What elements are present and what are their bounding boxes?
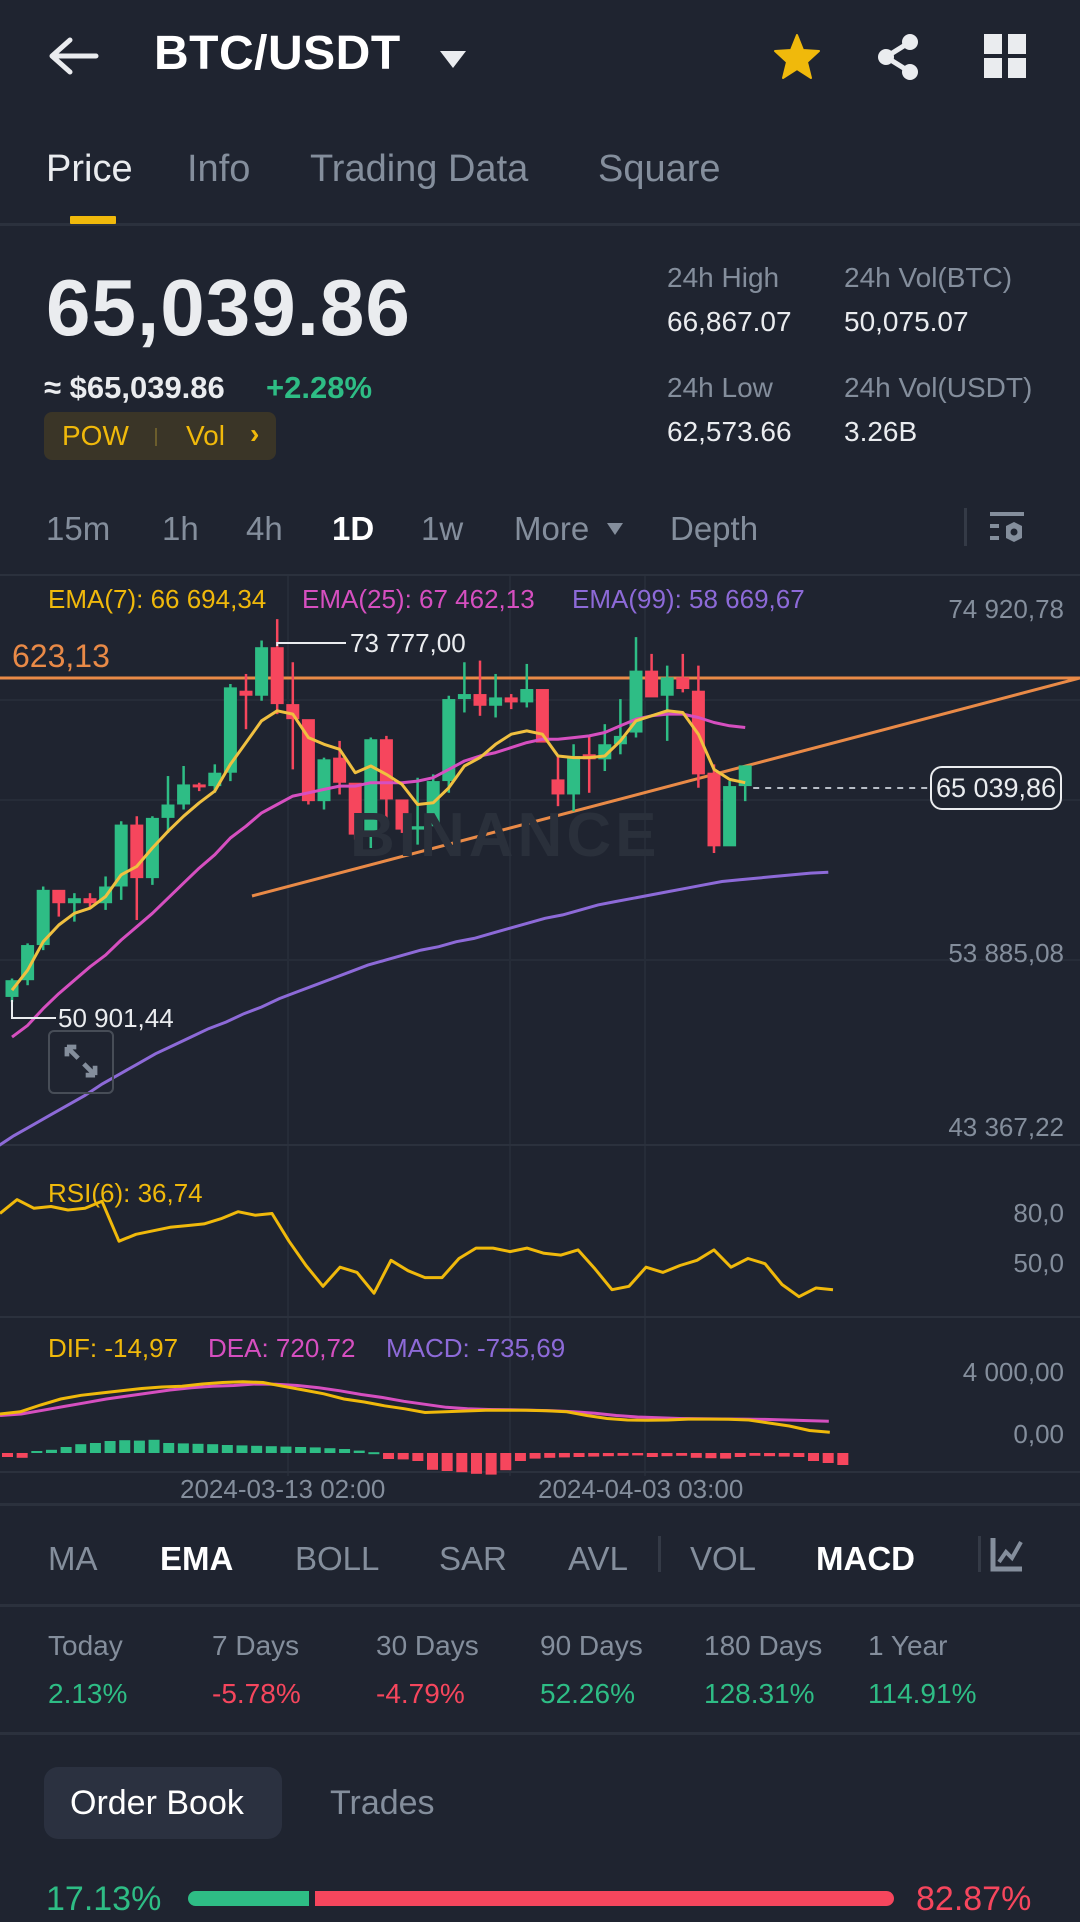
tab-square[interactable]: Square (598, 148, 721, 190)
indicator-ma[interactable]: MA (48, 1540, 98, 1577)
page-tabs: Price Info Trading Data Square (0, 140, 1080, 226)
stat-24h-vol-btc-value: 50,075.07 (844, 306, 969, 337)
perf-label-1y: 1 Year (868, 1630, 948, 1661)
stat-24h-low-label: 24h Low (667, 372, 773, 403)
dropdown-caret-icon[interactable] (438, 48, 468, 70)
divider (964, 508, 967, 546)
tag-pow[interactable]: POW (62, 420, 129, 451)
interval-depth[interactable]: Depth (670, 510, 759, 547)
tag-separator (155, 428, 157, 446)
stat-24h-high-value: 66,867.07 (667, 306, 792, 337)
stat-24h-vol-btc-label: 24h Vol(BTC) (844, 262, 1013, 293)
indicator-boll[interactable]: BOLL (295, 1540, 380, 1577)
price-change-percent: +2.28% (266, 370, 373, 405)
chart-settings-icon[interactable] (986, 510, 1026, 548)
order-book-tab-background (44, 1767, 282, 1839)
perf-label-7d: 7 Days (212, 1630, 300, 1661)
tab-info[interactable]: Info (187, 148, 251, 190)
tab-trades[interactable]: Trades (330, 1784, 435, 1822)
last-price: 65,039.86 (46, 263, 411, 352)
macd-value-legend: MACD: -735,69 (386, 1333, 566, 1363)
binance-watermark: BINANCE (350, 801, 661, 870)
tag-chip[interactable] (44, 412, 276, 460)
perf-value-180d: 128.31% (704, 1678, 815, 1709)
perf-value-1y: 114.91% (868, 1678, 977, 1709)
macd-dea-legend: DEA: 720,72 (208, 1333, 356, 1363)
interval-more[interactable]: More (514, 510, 590, 547)
back-arrow-icon[interactable] (48, 36, 100, 76)
ema25-legend: EMA(25): 67 462,13 (302, 584, 535, 614)
divider (0, 1732, 1080, 1735)
sell-ratio-bar (315, 1891, 894, 1906)
interval-1w[interactable]: 1w (421, 510, 464, 547)
y-axis-label-top: 74 920,78 (948, 594, 1064, 624)
sell-ratio-percent: 82.87% (916, 1880, 1032, 1918)
tag-vol[interactable]: Vol (186, 420, 225, 451)
divider (978, 1536, 981, 1572)
candlestick-chart[interactable] (0, 576, 1080, 1504)
indicator-settings-icon[interactable] (990, 1536, 1024, 1572)
fiat-price: ≈ $65,039.86 (44, 370, 225, 405)
buy-ratio-bar (188, 1891, 309, 1906)
indicator-macd[interactable]: MACD (816, 1540, 915, 1577)
rsi-axis-80: 80,0 (1013, 1198, 1064, 1228)
divider (0, 1604, 1080, 1607)
share-icon[interactable] (876, 32, 922, 82)
interval-1d[interactable]: 1D (332, 510, 375, 547)
y-axis-label-mid: 53 885,08 (948, 938, 1064, 968)
rsi-axis-50: 50,0 (1013, 1248, 1064, 1278)
rsi-legend: RSI(6): 36,74 (48, 1178, 203, 1208)
perf-label-30d: 30 Days (376, 1630, 479, 1661)
tab-order-book[interactable]: Order Book (70, 1784, 244, 1822)
low-price-annotation: 50 901,44 (58, 1003, 174, 1033)
pair-title[interactable]: BTC/USDT (154, 27, 401, 80)
top-app-bar: BTC/USDT (0, 0, 1080, 120)
perf-value-7d: -5.78% (212, 1678, 301, 1709)
stat-24h-vol-usdt-label: 24h Vol(USDT) (844, 372, 1033, 403)
expand-chart-icon[interactable] (48, 1030, 114, 1094)
ema99-legend: EMA(99): 58 669,67 (572, 584, 805, 614)
indicator-ema[interactable]: EMA (160, 1540, 234, 1577)
tab-price[interactable]: Price (46, 148, 133, 190)
horizontal-line-label: 623,13 (12, 638, 110, 674)
tab-trading-data[interactable]: Trading Data (310, 148, 529, 190)
current-price-tag: 65 039,86 (930, 766, 1062, 810)
chevron-right-icon[interactable]: › (250, 418, 260, 449)
macd-dif-legend: DIF: -14,97 (48, 1333, 179, 1363)
perf-value-30d: -4.79% (376, 1678, 465, 1709)
interval-4h[interactable]: 4h (246, 510, 283, 547)
grid-menu-icon[interactable] (984, 34, 1026, 78)
indicator-avl[interactable]: AVL (568, 1540, 628, 1577)
divider (0, 1503, 1080, 1506)
perf-value-90d: 52.26% (540, 1678, 635, 1709)
active-tab-indicator (70, 216, 116, 224)
macd-axis-4000: 4 000,00 (962, 1357, 1064, 1387)
y-axis-label-bottom: 43 367,22 (948, 1112, 1064, 1142)
stat-24h-vol-usdt-value: 3.26B (844, 416, 918, 447)
more-caret-icon[interactable] (606, 522, 624, 536)
high-price-annotation: 73 777,00 (350, 628, 466, 658)
divider (0, 574, 1080, 576)
favorite-star-icon[interactable] (772, 32, 822, 82)
perf-label-today: Today (48, 1630, 123, 1661)
interval-1h[interactable]: 1h (162, 510, 199, 547)
interval-15m[interactable]: 15m (46, 510, 111, 547)
x-axis-time-label: 2024-04-03 03:00 (538, 1474, 744, 1504)
buy-ratio-percent: 17.13% (46, 1880, 162, 1918)
stat-24h-low-value: 62,573.66 (667, 416, 792, 447)
perf-label-180d: 180 Days (704, 1630, 823, 1661)
perf-label-90d: 90 Days (540, 1630, 643, 1661)
macd-axis-0: 0,00 (1013, 1419, 1064, 1449)
ema7-legend: EMA(7): 66 694,34 (48, 584, 267, 614)
stat-24h-high-label: 24h High (667, 262, 780, 293)
x-axis-time-label: 2024-03-13 02:00 (180, 1474, 386, 1504)
perf-value-today: 2.13% (48, 1678, 128, 1709)
indicator-vol[interactable]: VOL (690, 1540, 757, 1577)
indicator-sar[interactable]: SAR (439, 1540, 507, 1577)
divider (658, 1536, 661, 1572)
